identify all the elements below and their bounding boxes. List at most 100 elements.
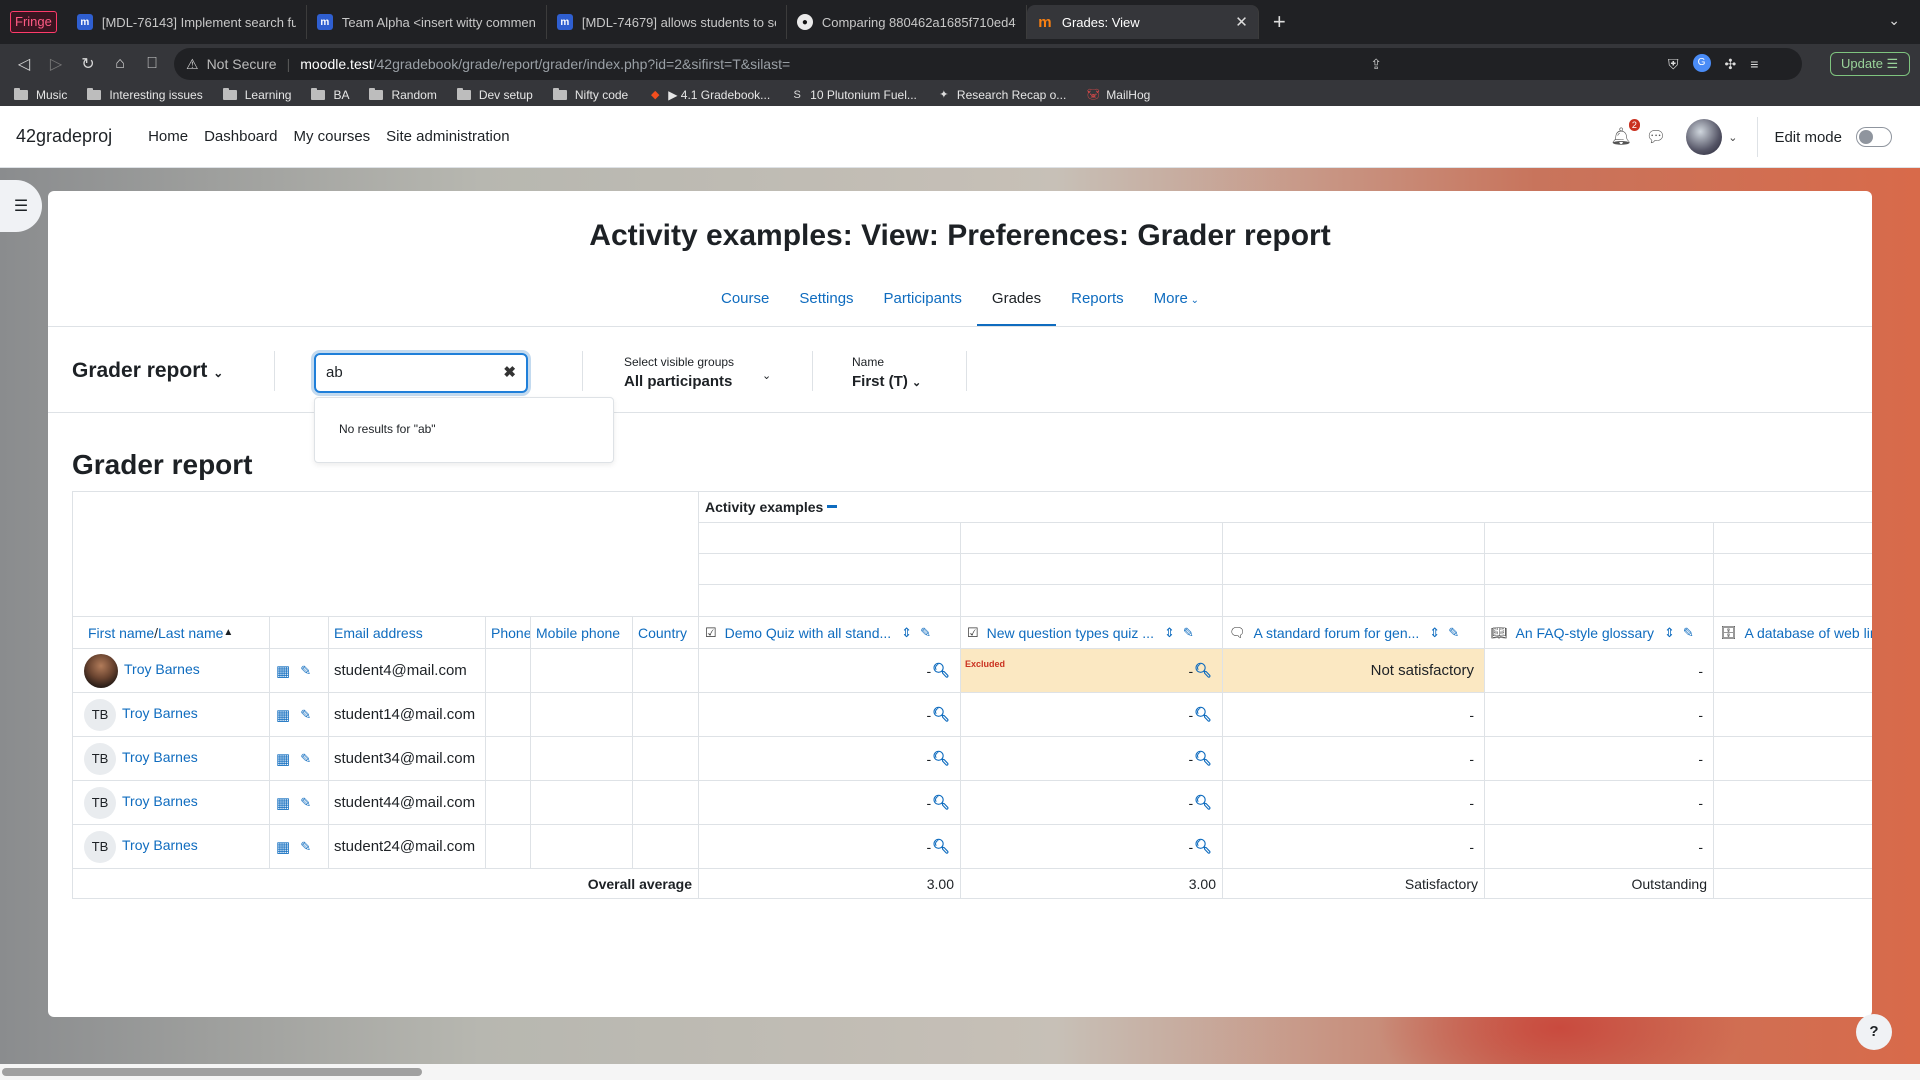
- activity-name-link[interactable]: An FAQ-style glossary: [1515, 624, 1655, 641]
- tab-course[interactable]: Course: [706, 287, 784, 327]
- bookmark-item[interactable]: Dev setup: [456, 88, 533, 102]
- tab-more[interactable]: More ⌄: [1139, 287, 1214, 327]
- sort-country-link[interactable]: Country: [638, 624, 688, 641]
- user-report-table-icon[interactable]: ▦: [276, 662, 291, 680]
- edit-pencil-icon[interactable]: ✎: [300, 838, 312, 854]
- user-menu-chevron-icon[interactable]: ⌄: [1728, 131, 1738, 144]
- group-selector[interactable]: Select visible groups All participants ⌄: [624, 355, 771, 390]
- browser-tab[interactable]: m [MDL-76143] Implement search functional…: [67, 5, 307, 39]
- grade-analysis-zoom-icon[interactable]: 🔍︎: [1194, 794, 1212, 810]
- close-tab-icon[interactable]: ✕: [1235, 14, 1248, 31]
- course-index-drawer-button[interactable]: ☰: [0, 180, 42, 232]
- grade-analysis-zoom-icon[interactable]: 🔍︎: [1194, 838, 1212, 854]
- activity-name-link[interactable]: A standard forum for gen...: [1253, 624, 1420, 641]
- messages-icon[interactable]: 💬︎: [1645, 129, 1667, 146]
- grade-analysis-zoom-icon[interactable]: 🔍︎: [932, 662, 950, 678]
- grade-analysis-zoom-icon[interactable]: 🔍︎: [1194, 750, 1212, 766]
- user-search-box[interactable]: ✖: [314, 353, 528, 393]
- share-icon[interactable]: ⇪: [1370, 56, 1382, 72]
- nav-my-courses[interactable]: My courses: [293, 127, 371, 145]
- edit-pencil-icon[interactable]: ✎: [920, 624, 931, 640]
- student-name-link[interactable]: Troy Barnes: [122, 836, 198, 853]
- edit-pencil-icon[interactable]: ✎: [1448, 624, 1460, 640]
- sort-last-name-link[interactable]: Last name: [158, 624, 224, 641]
- browser-tab[interactable]: ● Comparing 880462a1685f710ed4f6: [787, 5, 1027, 39]
- home-icon[interactable]: ⌂: [115, 55, 125, 72]
- bookmark-item[interactable]: Music: [14, 88, 67, 102]
- bookmark-item[interactable]: ✦ Research Recap o...: [937, 88, 1066, 102]
- student-avatar-initials[interactable]: TB: [84, 742, 116, 775]
- user-report-table-icon[interactable]: ▦: [276, 706, 291, 724]
- sort-icon[interactable]: ⇕: [901, 624, 913, 640]
- student-name-link[interactable]: Troy Barnes: [124, 660, 200, 677]
- brave-shield-icon[interactable]: ⛨: [1668, 56, 1679, 72]
- student-avatar-initials[interactable]: TB: [84, 830, 116, 863]
- grade-analysis-zoom-icon[interactable]: 🔍︎: [1194, 662, 1212, 678]
- activity-name-link[interactable]: Demo Quiz with all stand...: [724, 624, 892, 641]
- edit-pencil-icon[interactable]: ✎: [1182, 624, 1194, 640]
- student-avatar-initials[interactable]: TB: [84, 698, 116, 731]
- scrollbar-thumb[interactable]: [2, 1068, 422, 1076]
- user-report-table-icon[interactable]: ▦: [276, 750, 291, 768]
- name-initials-filter[interactable]: Name First (T) ⌄: [852, 355, 921, 390]
- bookmark-item[interactable]: Random: [369, 88, 437, 102]
- sort-first-name-link[interactable]: First name: [88, 624, 155, 641]
- student-name-link[interactable]: Troy Barnes: [122, 704, 198, 721]
- update-button[interactable]: Update ☰: [1830, 52, 1910, 76]
- student-avatar[interactable]: [84, 653, 118, 688]
- bookmark-item[interactable]: 🐷︎ MailHog: [1086, 88, 1150, 102]
- horizontal-scrollbar[interactable]: [0, 1064, 1920, 1080]
- fringe-badge[interactable]: Fringe: [10, 11, 57, 33]
- help-button[interactable]: ?: [1856, 1014, 1892, 1050]
- grade-analysis-zoom-icon[interactable]: 🔍︎: [932, 706, 950, 722]
- edit-mode-toggle[interactable]: [1856, 127, 1892, 147]
- clear-search-icon[interactable]: ✖: [503, 364, 516, 381]
- student-avatar-initials[interactable]: TB: [84, 786, 116, 819]
- bookmark-item[interactable]: Nifty code: [552, 88, 628, 102]
- bookmark-item[interactable]: Interesting issues: [87, 88, 203, 102]
- user-search-input[interactable]: [326, 355, 496, 389]
- student-name-link[interactable]: Troy Barnes: [122, 792, 198, 809]
- reading-list-icon[interactable]: ≡: [1750, 56, 1759, 72]
- new-tab-button[interactable]: +: [1272, 9, 1286, 34]
- grade-analysis-zoom-icon[interactable]: 🔍︎: [1194, 706, 1212, 722]
- grade-analysis-zoom-icon[interactable]: 🔍︎: [932, 794, 950, 810]
- tab-search-chevron-icon[interactable]: ⌄: [1888, 12, 1900, 28]
- tab-grades[interactable]: Grades: [976, 287, 1057, 327]
- notifications-bell-icon[interactable]: 🔔︎ 2: [1610, 119, 1640, 147]
- translate-extension-icon[interactable]: G: [1692, 54, 1711, 72]
- nav-dashboard[interactable]: Dashboard: [204, 127, 278, 145]
- edit-pencil-icon[interactable]: ✎: [300, 750, 312, 766]
- edit-pencil-icon[interactable]: ✎: [300, 706, 312, 722]
- activity-name-link[interactable]: A database of web links: [1744, 624, 1872, 641]
- user-report-table-icon[interactable]: ▦: [276, 794, 291, 812]
- tab-settings[interactable]: Settings: [784, 287, 868, 327]
- site-brand[interactable]: 42gradeproj: [16, 126, 113, 146]
- tab-participants[interactable]: Participants: [869, 287, 977, 327]
- collapse-category-icon[interactable]: [827, 505, 838, 508]
- sort-email-link[interactable]: Email address: [334, 624, 423, 641]
- forward-icon[interactable]: ▷: [49, 56, 63, 73]
- edit-pencil-icon[interactable]: ✎: [300, 794, 312, 810]
- student-name-link[interactable]: Troy Barnes: [122, 748, 198, 765]
- sort-mobile-link[interactable]: Mobile phone: [536, 624, 621, 641]
- bookmark-item[interactable]: S 10 Plutonium Fuel...: [790, 88, 917, 102]
- grade-analysis-zoom-icon[interactable]: 🔍︎: [932, 750, 950, 766]
- back-icon[interactable]: ◁: [17, 56, 31, 73]
- grade-analysis-zoom-icon[interactable]: 🔍︎: [932, 838, 950, 854]
- nav-site-administration[interactable]: Site administration: [386, 127, 510, 145]
- sort-phone-link[interactable]: Phone: [491, 624, 531, 641]
- bookmark-item[interactable]: ◆ ▶ 4.1 Gradebook...: [648, 88, 770, 102]
- bookmark-icon[interactable]: ⎕: [147, 55, 157, 72]
- tab-reports[interactable]: Reports: [1056, 287, 1139, 327]
- edit-pencil-icon[interactable]: ✎: [1682, 624, 1694, 640]
- sort-icon[interactable]: ⇕: [1163, 624, 1175, 640]
- sort-icon[interactable]: ⇕: [1429, 624, 1441, 640]
- bookmark-item[interactable]: Learning: [222, 88, 291, 102]
- browser-tab[interactable]: m Team Alpha <insert witty comment here>: [307, 5, 547, 39]
- user-report-table-icon[interactable]: ▦: [276, 838, 291, 856]
- report-selector[interactable]: Grader report ⌄: [72, 359, 224, 382]
- user-avatar[interactable]: [1686, 119, 1723, 155]
- sort-icon[interactable]: ⇕: [1664, 624, 1675, 640]
- browser-tab[interactable]: m [MDL-74679] allows students to see: [547, 5, 787, 39]
